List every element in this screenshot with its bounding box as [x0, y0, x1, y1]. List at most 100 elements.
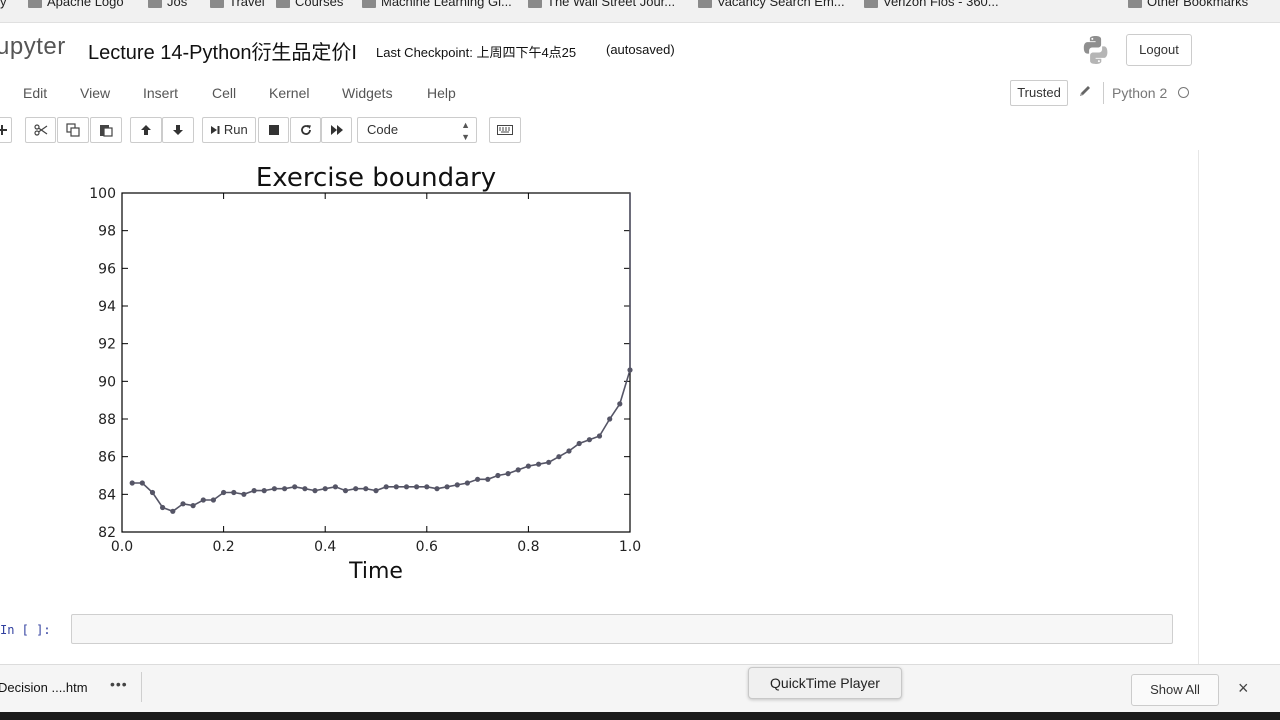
bookmark-label: Jos: [167, 0, 188, 9]
move-up-button[interactable]: [130, 117, 162, 143]
paste-button[interactable]: [90, 117, 122, 143]
trusted-indicator[interactable]: Trusted: [1010, 80, 1068, 106]
command-palette-button[interactable]: [489, 117, 521, 143]
x-axis-label: Time: [348, 559, 403, 584]
step-forward-icon: [211, 126, 220, 134]
data-point: [536, 461, 542, 467]
menu-kernel[interactable]: Kernel: [269, 85, 310, 101]
bookmark-item[interactable]: Machine Learning Gi...: [362, 0, 512, 9]
cut-button[interactable]: [25, 117, 56, 143]
restart-button[interactable]: [290, 117, 321, 143]
data-point: [424, 484, 430, 490]
x-tick-label: 0.2: [212, 539, 234, 555]
bookmark-item[interactable]: Jos: [148, 0, 187, 9]
arrow-down-icon: [173, 125, 183, 135]
download-more-icon[interactable]: •••: [110, 676, 128, 692]
bookmark-item[interactable]: Apache Logo: [28, 0, 124, 9]
data-point: [434, 486, 440, 492]
download-divider: [141, 672, 142, 702]
data-point: [149, 489, 156, 496]
kernel-name[interactable]: Python 2: [1112, 85, 1168, 101]
close-icon[interactable]: ×: [1238, 678, 1249, 698]
jupyter-logo[interactable]: upyter: [0, 33, 66, 60]
logout-button[interactable]: Logout: [1126, 34, 1192, 66]
data-point: [393, 484, 399, 490]
bookmark-label: The Wall Street Jour...: [547, 0, 676, 9]
data-point: [210, 497, 216, 503]
bookmark-label: Vacancy Search Em...: [717, 0, 845, 9]
copy-button[interactable]: [57, 117, 89, 143]
data-point: [363, 486, 369, 492]
page-icon: [698, 0, 712, 9]
menu-edit[interactable]: Edit: [23, 85, 48, 101]
bookmark-item[interactable]: Other Bookmarks: [1128, 0, 1248, 9]
select-arrows-icon: ▲ ▼: [461, 120, 470, 142]
data-point: [302, 486, 308, 492]
data-point: [444, 484, 450, 490]
data-point: [332, 484, 338, 490]
bookmark-item[interactable]: y: [0, 0, 7, 9]
x-tick-label: 1.0: [619, 539, 641, 555]
quicktime-tooltip: QuickTime Player: [748, 667, 902, 699]
data-point: [383, 484, 389, 490]
fast-forward-icon: [330, 125, 343, 135]
data-point: [576, 440, 582, 447]
chart-output: Exercise boundary 0.0 0.2 0.4 0.6 0.8 1.0 82 84 8…: [80, 155, 660, 590]
y-tick-label: 100: [89, 186, 116, 202]
data-point: [231, 489, 237, 496]
menu-widgets[interactable]: Widgets: [342, 85, 393, 101]
bookmark-label: Verizon Fios - 360...: [883, 0, 999, 9]
data-point: [322, 486, 328, 492]
data-point: [139, 480, 145, 486]
show-all-button[interactable]: Show All: [1131, 674, 1219, 706]
page-icon: [528, 0, 542, 9]
data-point: [261, 488, 267, 494]
x-tick-label: 0.8: [517, 539, 539, 555]
page-icon: [362, 0, 376, 9]
y-tick-label: 84: [98, 487, 116, 503]
move-down-button[interactable]: [162, 117, 194, 143]
pencil-icon[interactable]: [1078, 84, 1092, 103]
data-point: [129, 480, 135, 486]
insert-cell-button[interactable]: [0, 117, 12, 143]
code-input-cell[interactable]: [71, 614, 1173, 644]
folder-icon: [28, 0, 42, 9]
bookmark-item[interactable]: Verizon Fios - 360...: [864, 0, 999, 9]
notebook-title[interactable]: Lecture 14-Python衍生品定价I: [88, 42, 357, 64]
download-file-name[interactable]: Decision ....htm: [0, 680, 88, 695]
data-point: [170, 508, 176, 514]
interrupt-button[interactable]: [258, 117, 289, 143]
y-tick-label: 88: [98, 412, 116, 428]
data-point: [403, 484, 410, 490]
cell-type-select[interactable]: Code ▲ ▼: [357, 117, 477, 143]
data-point: [180, 501, 186, 507]
bookmark-item[interactable]: Travel: [210, 0, 265, 9]
bookmark-item[interactable]: Courses: [276, 0, 343, 9]
data-point: [566, 448, 572, 454]
data-point: [454, 482, 460, 488]
page-icon: [864, 0, 878, 9]
last-checkpoint: Last Checkpoint: 上周四下午4点25: [376, 45, 577, 60]
cell-type-value: Code: [367, 122, 399, 137]
data-point: [373, 488, 379, 494]
data-point: [505, 471, 511, 477]
folder-icon: [276, 0, 290, 9]
bookmark-label: Apache Logo: [47, 0, 124, 9]
menu-cell[interactable]: Cell: [212, 85, 237, 101]
menu-insert[interactable]: Insert: [143, 85, 179, 101]
menu-help[interactable]: Help: [427, 85, 456, 101]
data-point: [190, 503, 196, 509]
data-point: [251, 488, 257, 494]
data-point: [221, 489, 227, 496]
run-label: Run: [223, 122, 248, 137]
kernel-status-icon: [1178, 87, 1189, 98]
menu-view[interactable]: View: [80, 85, 111, 101]
bookmark-item[interactable]: The Wall Street Jour...: [528, 0, 675, 9]
bookmark-item[interactable]: Vacancy Search Em...: [698, 0, 845, 9]
run-button[interactable]: Run: [202, 117, 256, 143]
restart-run-all-button[interactable]: [321, 117, 352, 143]
data-point: [525, 463, 531, 469]
y-tick-label: 90: [98, 374, 116, 390]
bookmark-label: Other Bookmarks: [1147, 0, 1249, 9]
exercise-boundary-chart: Exercise boundary 0.0 0.2 0.4 0.6 0.8 1.0 82 84 8…: [89, 163, 641, 584]
